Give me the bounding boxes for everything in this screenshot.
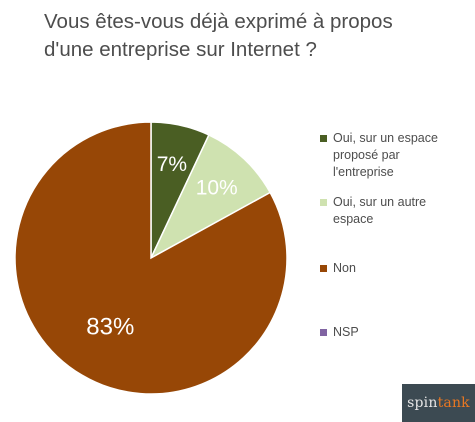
legend-item-espace-entreprise: Oui, sur un espace proposé par l'entrepr… [320,130,453,181]
pie-slice-autre-espace [149,133,272,260]
legend-item-autre-espace: Oui, sur un autre espace [320,194,453,228]
data-label: 10% [196,177,238,200]
legend-label: NSP [333,325,359,339]
legend-label: Oui, sur un autre espace [333,195,427,226]
chart-title-line-2: d'une entreprise sur Internet ? [44,38,317,61]
data-label: 83% [86,313,134,340]
legend-swatch [320,199,327,206]
pie-slice-non [14,121,288,395]
chart-title-line-1: Vous êtes-vous déjà exprimé à propos [44,10,393,33]
spintank-logo: spintank [402,384,475,422]
legend-item-nsp: NSP [320,324,453,341]
legend-swatch [320,329,327,336]
legend-swatch [320,135,327,142]
legend-item-non: Non [320,260,453,277]
logo-text-spin: spin [407,395,438,411]
legend-label: Non [333,261,356,275]
legend-swatch [320,265,327,272]
logo-wordmark: spintank [407,395,470,411]
data-label: 7% [157,153,187,176]
legend-label: Oui, sur un espace proposé par l'entrepr… [333,131,438,179]
chart-title: Vous êtes-vous déjà exprimé à propos d'u… [44,8,464,64]
logo-text-tank: tank [437,395,470,411]
